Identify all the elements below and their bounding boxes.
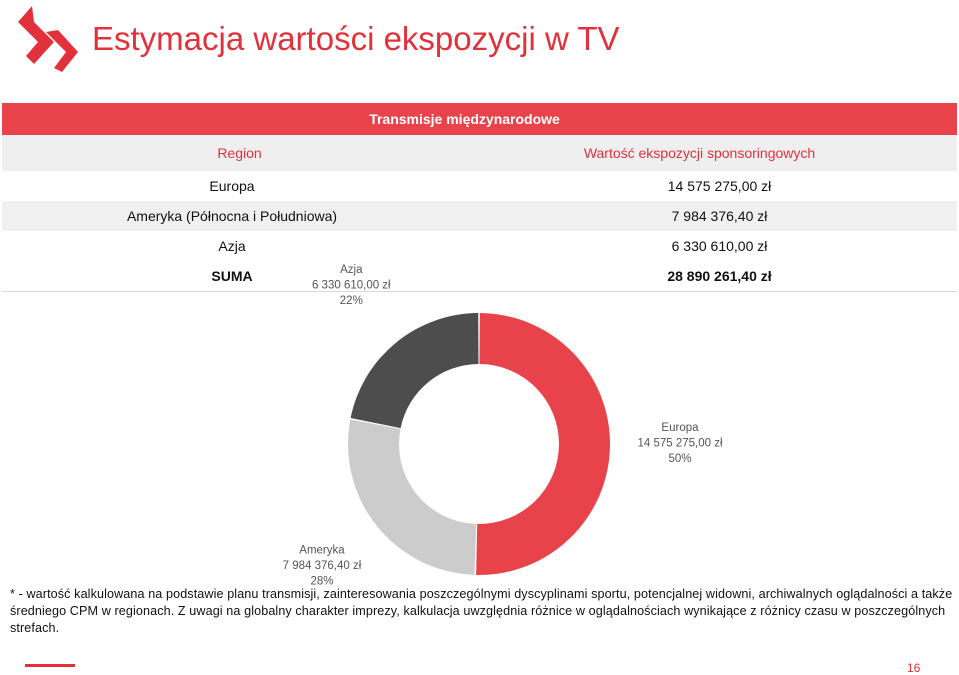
cell-total-label: SUMA [211, 268, 253, 284]
slice-label-name: Azja [340, 264, 363, 276]
slice-label-percent: 22% [340, 295, 363, 307]
exposure-table: Transmisje międzynarodowe Region Wartość… [2, 103, 957, 292]
cell-value: 14 575 275,00 zł [667, 178, 772, 194]
donut-slice-ameryka [347, 419, 477, 575]
table-caption-row: Transmisje międzynarodowe [2, 103, 957, 135]
slice-label-value: 7 984 376,40 zł [283, 560, 362, 572]
page-title: Estymacja wartości ekspozycji w TV [92, 20, 620, 57]
cell-value: 7 984 376,40 zł [671, 208, 768, 224]
slice-label-value: 6 330 610,00 zł [312, 279, 391, 291]
brand-logo-icon [18, 6, 78, 72]
donut-slice-europa [476, 313, 610, 575]
donut-slice-azja [350, 313, 479, 429]
table-row: Europa 14 575 275,00 zł [2, 171, 957, 201]
cell-total-value: 28 890 261,40 zł [667, 268, 772, 284]
slice-label-percent: 28% [310, 575, 333, 587]
slice-label-name: Europa [661, 422, 699, 434]
table-total-row: SUMA 28 890 261,40 zł [2, 261, 957, 292]
page-number: 16 [907, 661, 921, 675]
column-header-region: Region [217, 145, 262, 161]
table-row: Ameryka (Północna i Południowa) 7 984 37… [2, 201, 957, 231]
table-caption: Transmisje międzynarodowe [369, 111, 560, 127]
slice-label-name: Ameryka [299, 544, 345, 556]
cell-region: Azja [218, 238, 246, 254]
cell-region: Ameryka (Północna i Południowa) [126, 208, 338, 224]
column-header-value: Wartość ekspozycji sponsoringowych [583, 145, 816, 161]
footnote: * - wartość kalkulowana na podstawie pla… [10, 587, 953, 635]
slice-label-percent: 50% [668, 453, 691, 465]
cell-region: Europa [209, 178, 255, 194]
table-header-row: Region Wartość ekspozycji sponsoringowyc… [2, 135, 957, 171]
table-row: Azja 6 330 610,00 zł [2, 231, 957, 261]
accent-line [25, 664, 75, 667]
slice-label-value: 14 575 275,00 zł [637, 437, 722, 449]
cell-value: 6 330 610,00 zł [671, 238, 768, 254]
